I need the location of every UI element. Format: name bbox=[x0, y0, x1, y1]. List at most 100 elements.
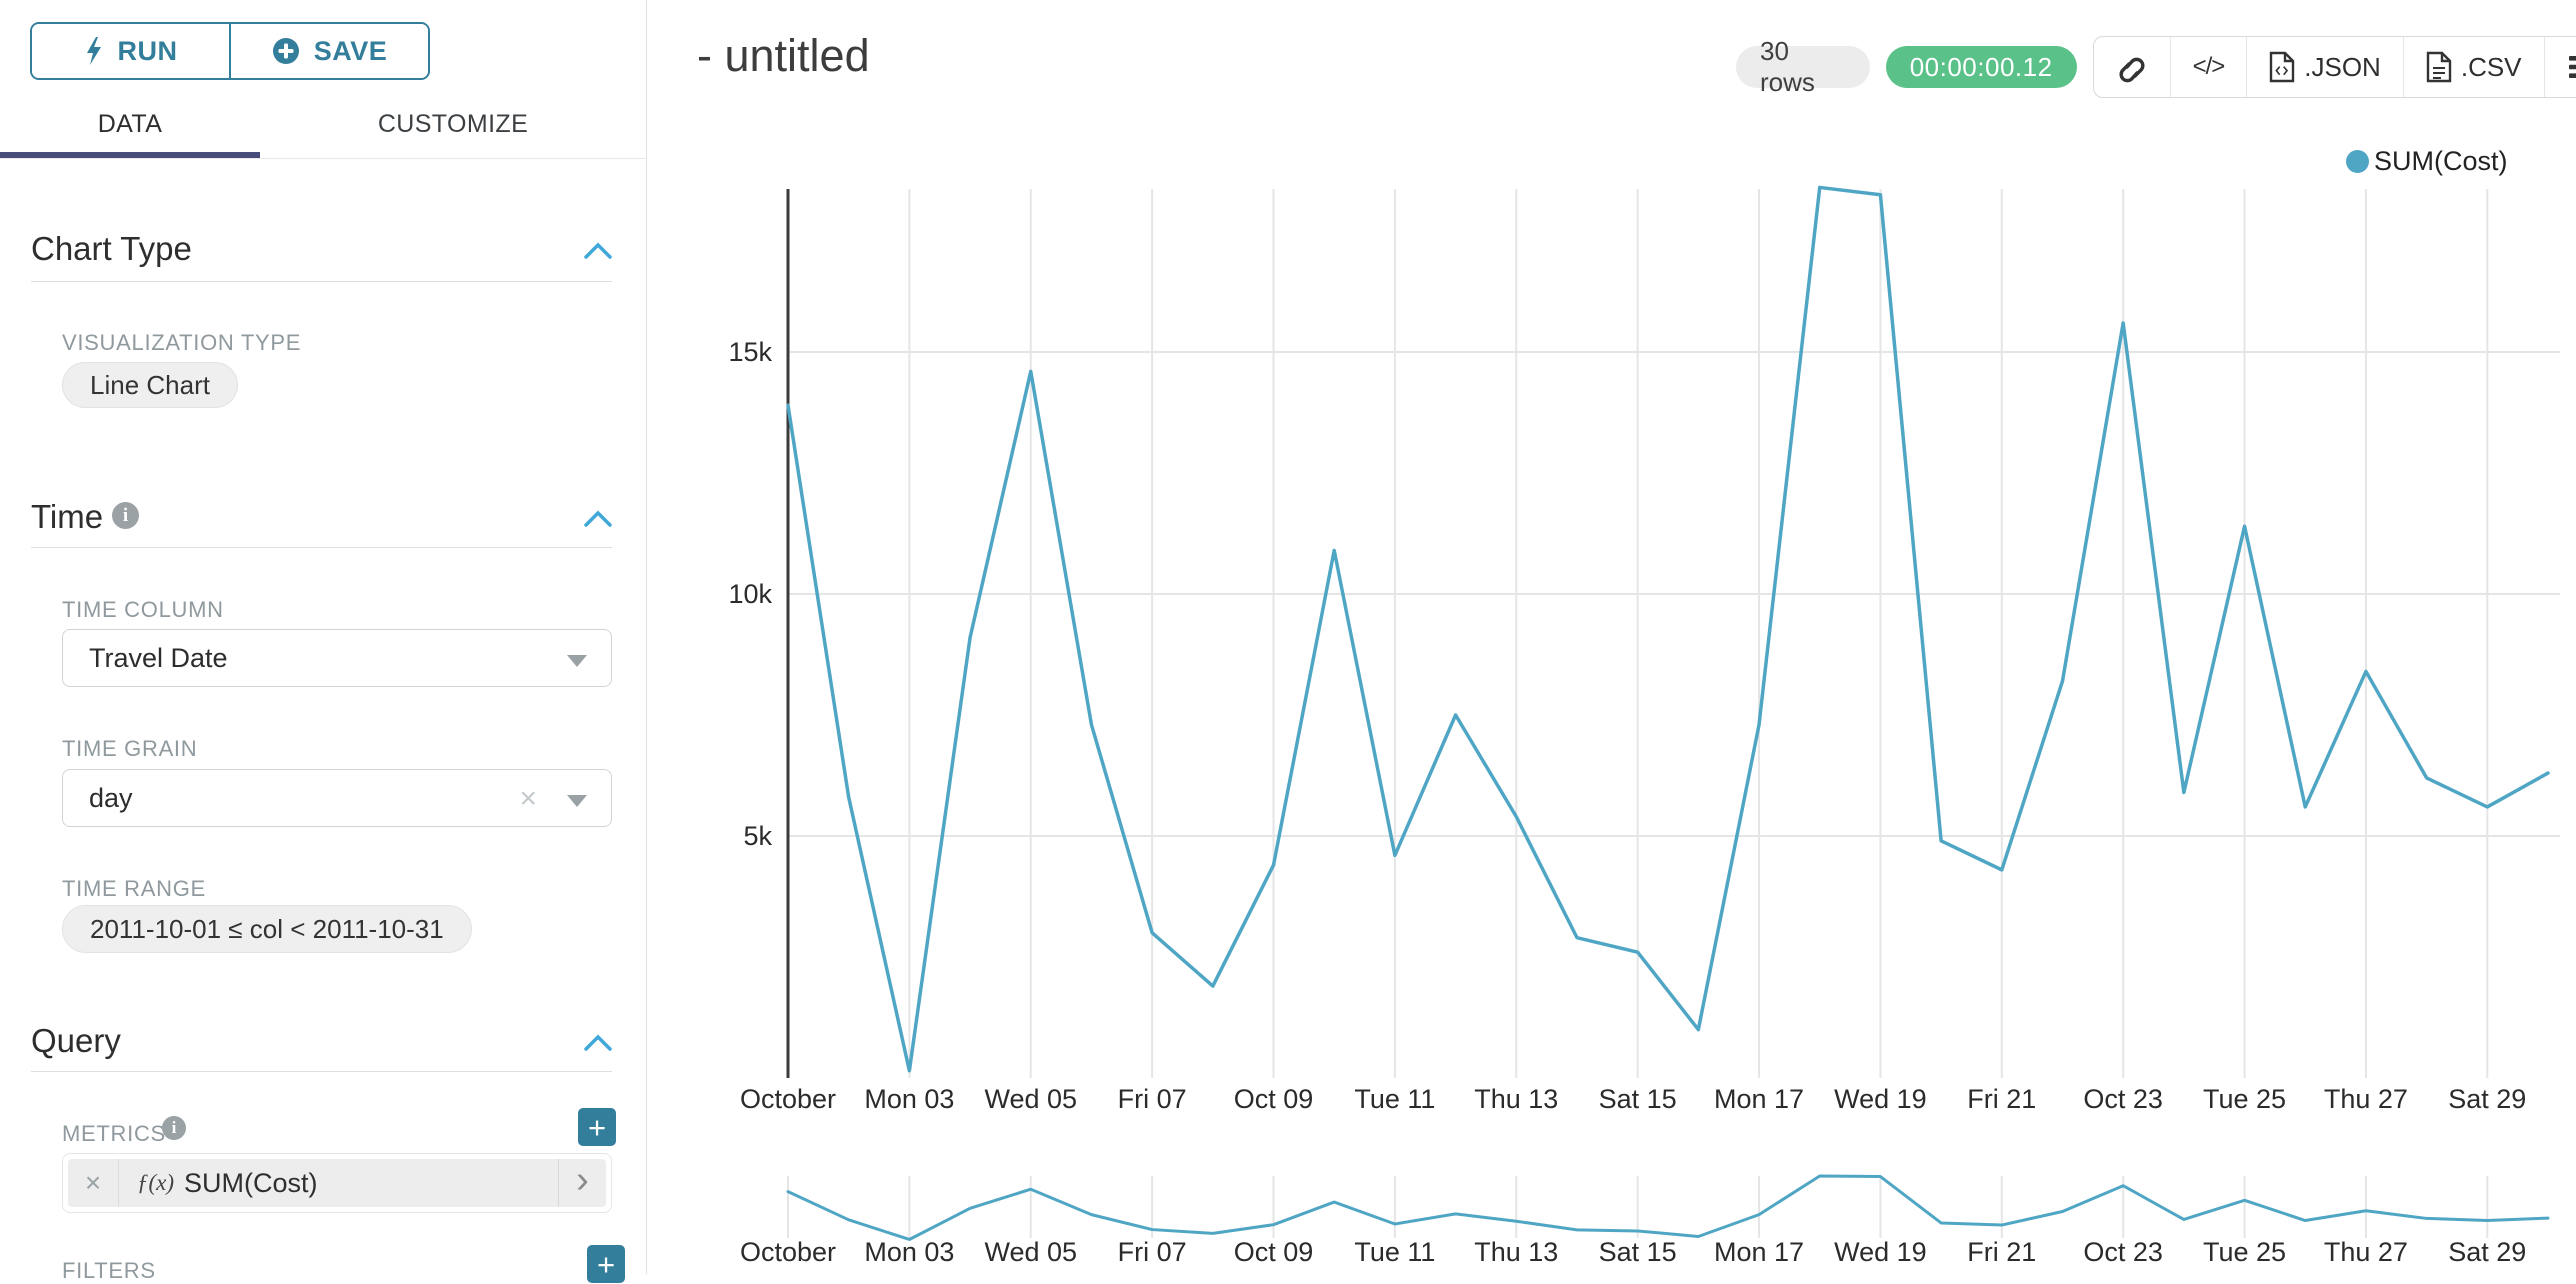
hamburger-icon bbox=[2568, 56, 2576, 78]
chevron-down-icon bbox=[567, 655, 587, 667]
x-tick-label: Tue 25 bbox=[2203, 1084, 2286, 1114]
section-title-query: Query bbox=[31, 1022, 121, 1059]
tabs-bottom-border bbox=[0, 158, 646, 159]
mini-series-line[interactable] bbox=[786, 1174, 2550, 1241]
metric-value: SUM(Cost) bbox=[184, 1167, 318, 1198]
mini-x-tick-label: Sat 29 bbox=[2448, 1237, 2526, 1267]
mini-x-tick-label: Oct 23 bbox=[2083, 1237, 2163, 1267]
chevron-right-icon[interactable]: › bbox=[558, 1159, 606, 1207]
time-grain-select[interactable]: day × bbox=[62, 769, 612, 827]
run-save-button-group: RUN SAVE bbox=[30, 22, 430, 80]
metrics-label: METRICS bbox=[62, 1121, 166, 1146]
mini-x-tick-label: Thu 13 bbox=[1474, 1237, 1558, 1267]
chevron-up-icon[interactable] bbox=[584, 242, 612, 260]
sidebar-tabs: DATA CUSTOMIZE bbox=[0, 96, 646, 160]
time-column-label: TIME COLUMN bbox=[62, 597, 224, 622]
mini-x-tick-label: Thu 27 bbox=[2324, 1237, 2408, 1267]
explore-sidebar: RUN SAVE DATA CUSTOMIZE Chart Type VISUA… bbox=[0, 0, 647, 1283]
tab-data[interactable]: DATA bbox=[97, 109, 163, 138]
mini-x-tick-label: Wed 19 bbox=[1834, 1237, 1927, 1267]
y-tick-label: 5k bbox=[743, 821, 772, 851]
lightning-icon bbox=[86, 37, 101, 65]
visualization-type-label: VISUALIZATION TYPE bbox=[62, 330, 302, 355]
chevron-up-icon[interactable] bbox=[584, 510, 612, 528]
x-tick-label: Thu 27 bbox=[2324, 1084, 2408, 1114]
mini-x-tick-label: Sat 15 bbox=[1599, 1237, 1677, 1267]
mini-x-tick-label: Oct 09 bbox=[1234, 1237, 1314, 1267]
mini-x-tick-label: Mon 17 bbox=[1714, 1237, 1804, 1267]
time-range-label: TIME RANGE bbox=[62, 876, 206, 901]
x-tick-label: Mon 17 bbox=[1714, 1084, 1804, 1114]
export-csv-button[interactable]: .CSV bbox=[2402, 37, 2544, 97]
series-line[interactable] bbox=[786, 185, 2550, 1073]
y-tick-label: 15k bbox=[728, 337, 772, 367]
save-button[interactable]: SAVE bbox=[229, 24, 428, 78]
export-csv-label: .CSV bbox=[2460, 51, 2522, 82]
embed-code-button[interactable]: </> bbox=[2169, 37, 2247, 97]
time-column-select[interactable]: Travel Date bbox=[62, 629, 612, 687]
remove-metric-icon[interactable]: × bbox=[68, 1159, 119, 1207]
x-tick-label: Wed 19 bbox=[1834, 1084, 1927, 1114]
share-link-button[interactable] bbox=[2094, 37, 2170, 97]
x-tick-label: Fri 21 bbox=[1967, 1084, 2036, 1114]
mini-x-tick-label: October bbox=[740, 1237, 836, 1267]
mini-x-tick-label: Fri 21 bbox=[1967, 1237, 2036, 1267]
x-tick-label: Fri 07 bbox=[1118, 1084, 1187, 1114]
chart-title[interactable]: - untitled bbox=[697, 30, 870, 81]
add-metric-button[interactable]: + bbox=[578, 1108, 616, 1146]
metric-pill[interactable]: × ƒ(x) SUM(Cost) › bbox=[68, 1159, 606, 1207]
chevron-up-icon[interactable] bbox=[584, 1034, 612, 1052]
export-json-label: .JSON bbox=[2304, 51, 2381, 82]
link-icon bbox=[2119, 57, 2145, 83]
time-grain-label: TIME GRAIN bbox=[62, 736, 198, 761]
clear-icon[interactable]: × bbox=[519, 782, 537, 815]
visualization-type-value[interactable]: Line Chart bbox=[62, 362, 238, 408]
query-timer-badge: 00:00:00.12 bbox=[1885, 46, 2077, 88]
chart-header-controls: 30 rows 00:00:00.12 </> .JSON bbox=[1736, 36, 2576, 98]
section-divider bbox=[31, 547, 612, 548]
function-icon: ƒ(x) bbox=[137, 1170, 175, 1195]
metric-control: × ƒ(x) SUM(Cost) › bbox=[62, 1153, 612, 1213]
file-text-icon bbox=[2426, 51, 2452, 83]
mini-x-tick-label: Wed 05 bbox=[984, 1237, 1077, 1267]
x-tick-label: Mon 03 bbox=[864, 1084, 954, 1114]
export-json-button[interactable]: .JSON bbox=[2246, 37, 2403, 97]
x-tick-label: Sat 15 bbox=[1599, 1084, 1677, 1114]
time-column-value: Travel Date bbox=[89, 642, 228, 673]
chart-legend[interactable]: SUM(Cost) bbox=[2346, 146, 2508, 177]
section-title-chart-type: Chart Type bbox=[31, 230, 192, 267]
x-tick-label: Tue 11 bbox=[1354, 1084, 1435, 1114]
file-code-icon bbox=[2270, 51, 2295, 83]
mini-x-tick-label: Tue 11 bbox=[1354, 1237, 1435, 1267]
active-tab-underline bbox=[0, 152, 260, 158]
x-tick-label: October bbox=[740, 1084, 836, 1114]
x-tick-label: Thu 13 bbox=[1474, 1084, 1558, 1114]
chart-menu-button[interactable] bbox=[2543, 37, 2576, 97]
filters-label: FILTERS bbox=[62, 1258, 156, 1283]
x-tick-label: Wed 05 bbox=[984, 1084, 1077, 1114]
legend-series-dot bbox=[2346, 150, 2369, 173]
tab-customize[interactable]: CUSTOMIZE bbox=[377, 109, 529, 138]
y-tick-label: 10k bbox=[728, 579, 772, 609]
x-tick-label: Sat 29 bbox=[2448, 1084, 2526, 1114]
mini-x-tick-label: Tue 25 bbox=[2203, 1237, 2286, 1267]
section-divider bbox=[31, 281, 612, 282]
legend-series-label: SUM(Cost) bbox=[2374, 146, 2508, 176]
info-icon[interactable]: i bbox=[112, 502, 139, 529]
add-filter-button[interactable]: + bbox=[587, 1245, 625, 1283]
info-icon[interactable]: i bbox=[162, 1116, 186, 1140]
section-divider bbox=[31, 1071, 612, 1072]
time-range-value[interactable]: 2011-10-01 ≤ col < 2011-10-31 bbox=[62, 905, 472, 953]
run-button[interactable]: RUN bbox=[32, 24, 229, 78]
section-title-time: Time bbox=[31, 498, 104, 535]
mini-x-tick-label: Mon 03 bbox=[864, 1237, 954, 1267]
row-count-badge: 30 rows bbox=[1736, 36, 1870, 97]
export-button-group: </> .JSON .CSV bbox=[2092, 36, 2576, 98]
x-tick-label: Oct 09 bbox=[1234, 1084, 1314, 1114]
x-tick-label: Oct 23 bbox=[2083, 1084, 2163, 1114]
time-grain-value: day bbox=[89, 782, 133, 813]
mini-x-tick-label: Fri 07 bbox=[1118, 1237, 1187, 1267]
plus-circle-icon bbox=[272, 38, 299, 64]
run-button-label: RUN bbox=[117, 35, 178, 66]
